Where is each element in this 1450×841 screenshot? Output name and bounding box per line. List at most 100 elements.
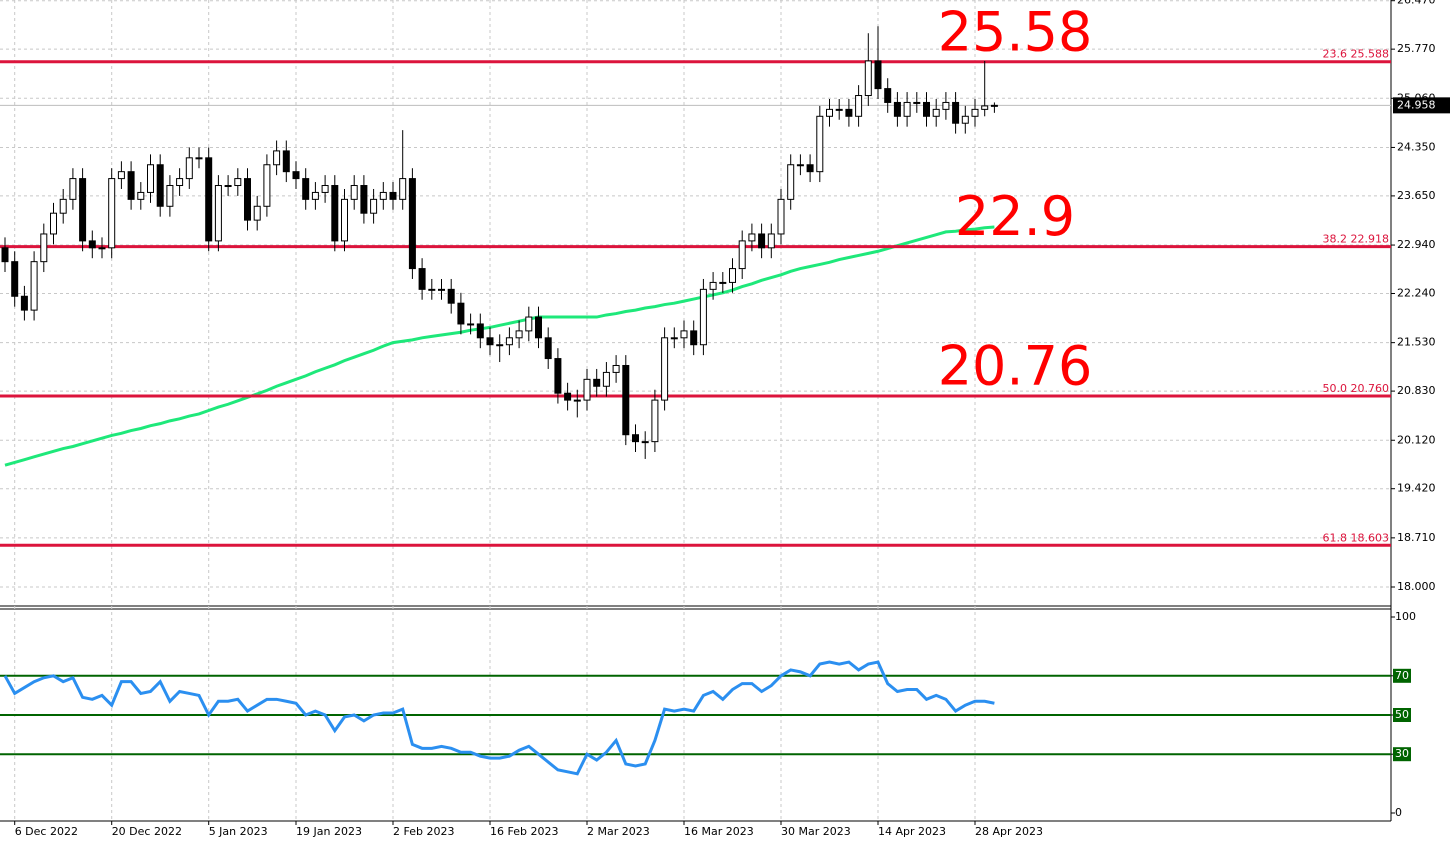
candle-body [632, 434, 639, 443]
y-tick-label: 0 [1395, 806, 1402, 819]
candle-body [234, 178, 242, 187]
y-tick-label: 18.710 [1397, 531, 1436, 544]
candle-body [651, 399, 659, 443]
candle-body [806, 164, 814, 173]
x-tick-label: 2 Mar 2023 [587, 825, 650, 838]
candle-body [961, 115, 969, 124]
y-tick-label: 70 [1395, 669, 1409, 682]
candle-body [864, 60, 872, 97]
fib-annotation: 22.9 [955, 185, 1075, 248]
candle-body [622, 364, 630, 436]
candle-body [612, 364, 620, 373]
candle-body [30, 261, 38, 311]
y-tick-label: 26.470 [1397, 0, 1436, 7]
y-tick-label: 20.120 [1397, 433, 1436, 446]
x-tick-label: 20 Dec 2022 [112, 825, 182, 838]
candle-body [360, 185, 368, 214]
candle-body [680, 330, 688, 339]
candle-body [438, 288, 445, 291]
last-price-label: 24.958 [1397, 98, 1436, 111]
candle-body [796, 164, 804, 167]
candle-body [486, 337, 494, 346]
candle-body [845, 108, 853, 117]
y-tick-label: 20.830 [1397, 384, 1436, 397]
candle-body [990, 104, 998, 107]
x-tick-label: 5 Jan 2023 [209, 825, 268, 838]
candle-body [282, 150, 290, 173]
candle-body [341, 198, 348, 242]
candle-body [117, 171, 125, 180]
y-tick-label: 19.420 [1397, 482, 1436, 495]
fib-label: 50.0 20.760 [1323, 382, 1389, 395]
candle-body [166, 185, 174, 207]
candle-body [767, 233, 775, 249]
candle-body [893, 101, 901, 117]
candle-body [942, 101, 950, 110]
candle-body [719, 281, 727, 284]
candle-body [79, 178, 87, 242]
candle-body [253, 205, 261, 221]
level-label-box [1393, 668, 1411, 683]
y-tick-label: 50 [1395, 708, 1409, 721]
candle-body [428, 288, 436, 291]
candle-body [476, 323, 484, 339]
candle-body [981, 105, 989, 110]
candle-body [176, 178, 184, 187]
candle-body [874, 60, 882, 90]
candle-body [913, 101, 921, 104]
candle-body [748, 233, 756, 242]
candle-body [923, 101, 930, 117]
candle-body [971, 108, 979, 117]
candle-body [408, 178, 416, 270]
candle-body [583, 378, 591, 401]
candle-body [244, 178, 251, 221]
candle-body [525, 316, 533, 332]
fib-label: 23.6 25.588 [1323, 48, 1389, 61]
candle-body [447, 288, 455, 304]
x-tick-label: 30 Mar 2023 [781, 825, 851, 838]
fib-annotation: 25.58 [938, 0, 1093, 63]
candle-body [758, 233, 766, 249]
candle-body [263, 164, 271, 207]
candle-body [292, 171, 300, 180]
candle-body [418, 268, 426, 290]
candle-body [11, 261, 19, 297]
y-tick-label: 21.530 [1397, 336, 1436, 349]
candle-body [729, 268, 736, 283]
moving-average [4, 225, 995, 467]
candle-body [321, 185, 329, 193]
candle-body [884, 88, 892, 103]
candle-body [399, 178, 407, 200]
candle-body [147, 164, 154, 193]
x-tick-label: 14 Apr 2023 [878, 825, 946, 838]
candle-body [903, 101, 911, 117]
last-price-box [1393, 97, 1450, 114]
x-tick-label: 28 Apr 2023 [975, 825, 1043, 838]
candle-body [699, 288, 707, 346]
candle-body [108, 178, 116, 249]
candle-body [1, 247, 9, 263]
candle-body [544, 337, 552, 360]
candle-body [302, 178, 310, 200]
y-tick-label: 30 [1395, 747, 1409, 760]
candle-body [311, 191, 319, 200]
candle-body [185, 157, 193, 180]
candle-body [952, 101, 960, 124]
x-tick-label: 19 Jan 2023 [296, 825, 362, 838]
candle-body [98, 247, 106, 250]
candle-body [389, 191, 397, 200]
level-label-box [1393, 747, 1411, 762]
candle-body [137, 191, 145, 200]
y-tick-label: 100 [1395, 610, 1416, 623]
candle-body [273, 150, 281, 166]
candle-body [564, 392, 572, 401]
candle-body [641, 441, 649, 444]
y-tick-label: 25.770 [1397, 42, 1436, 55]
candle-body [20, 295, 28, 311]
candle-body [670, 337, 678, 340]
fib-label: 61.8 18.603 [1323, 531, 1389, 544]
y-tick-label: 22.240 [1397, 287, 1436, 300]
candle-body [224, 185, 232, 188]
candle-body [738, 240, 746, 270]
